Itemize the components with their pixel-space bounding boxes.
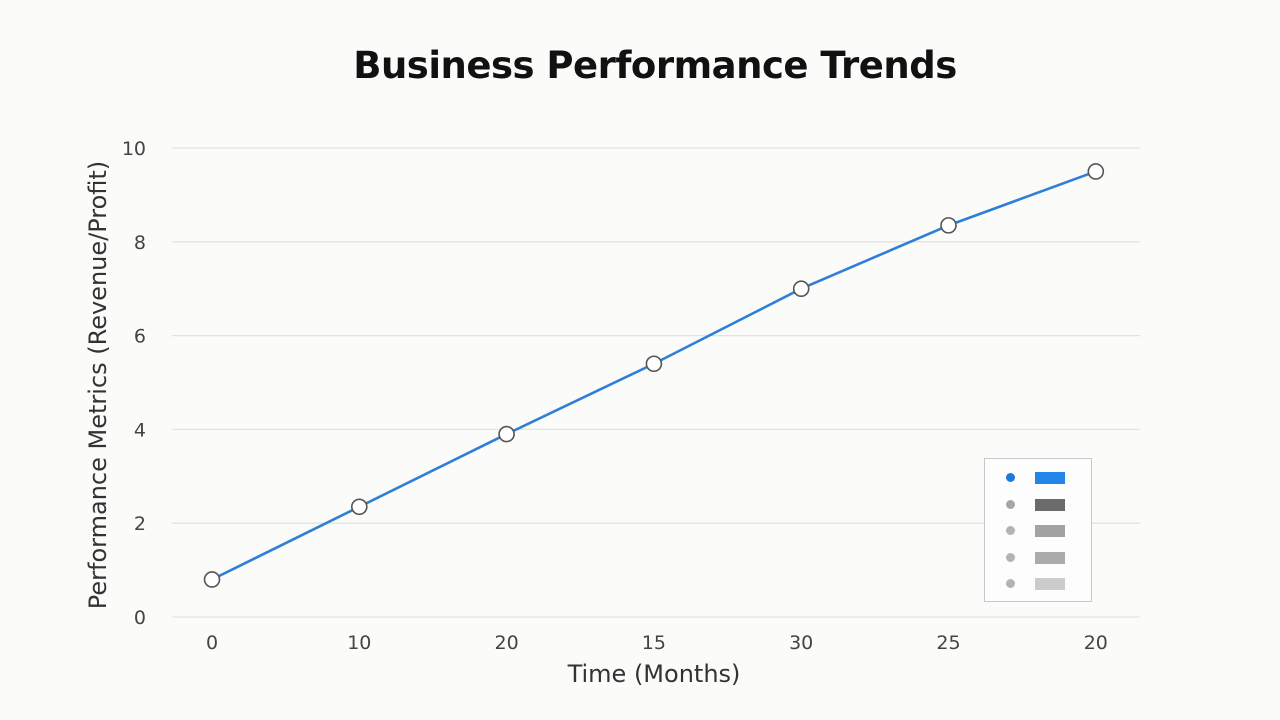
legend-swatch	[1035, 472, 1065, 484]
x-axis-ticks: 0 10 20 15 30 25 20	[206, 632, 1108, 654]
legend-item	[985, 548, 1091, 568]
x-axis-title: Time (Months)	[567, 660, 741, 688]
y-tick-label: 4	[134, 419, 146, 441]
legend-marker	[1006, 552, 1015, 562]
y-axis-ticks: 0 2 4 6 8 10	[122, 138, 146, 629]
data-point	[645, 355, 663, 373]
legend-swatch	[1035, 578, 1065, 590]
legend-swatch	[1035, 551, 1065, 564]
x-tick-label: 30	[789, 632, 813, 654]
data-point	[940, 217, 957, 234]
legend-item	[985, 521, 1091, 541]
chart-title: Business Performance Trends	[353, 44, 957, 87]
y-tick-label: 2	[134, 513, 146, 535]
x-tick-label: 20	[1084, 632, 1108, 654]
y-tick-label: 0	[134, 607, 146, 629]
data-point	[498, 425, 515, 443]
legend-marker	[1006, 579, 1015, 588]
y-tick-label: 8	[134, 232, 146, 254]
x-tick-label: 0	[206, 632, 218, 654]
y-axis-title: Performance Metrics (Revenue/Profit)	[84, 161, 112, 609]
legend-swatch	[1035, 498, 1065, 511]
y-tick-label: 6	[134, 326, 146, 348]
x-tick-label: 15	[642, 632, 666, 654]
legend-item	[985, 574, 1091, 594]
legend-swatch	[1035, 525, 1065, 537]
legend-item	[985, 495, 1091, 515]
series-line	[211, 170, 1097, 581]
x-tick-label: 20	[495, 632, 519, 654]
legend-item	[985, 468, 1091, 488]
data-point	[792, 280, 810, 298]
legend-marker	[1006, 526, 1015, 535]
data-point	[350, 498, 368, 516]
data-point	[1087, 163, 1105, 180]
legend	[984, 458, 1092, 602]
x-tick-label: 25	[936, 632, 960, 654]
legend-marker	[1006, 473, 1015, 482]
data-point	[203, 571, 221, 588]
grid-lines	[172, 147, 1140, 618]
x-tick-label: 10	[347, 632, 371, 654]
y-tick-label: 10	[122, 138, 146, 160]
series-layer	[203, 163, 1105, 588]
legend-marker	[1006, 499, 1015, 509]
